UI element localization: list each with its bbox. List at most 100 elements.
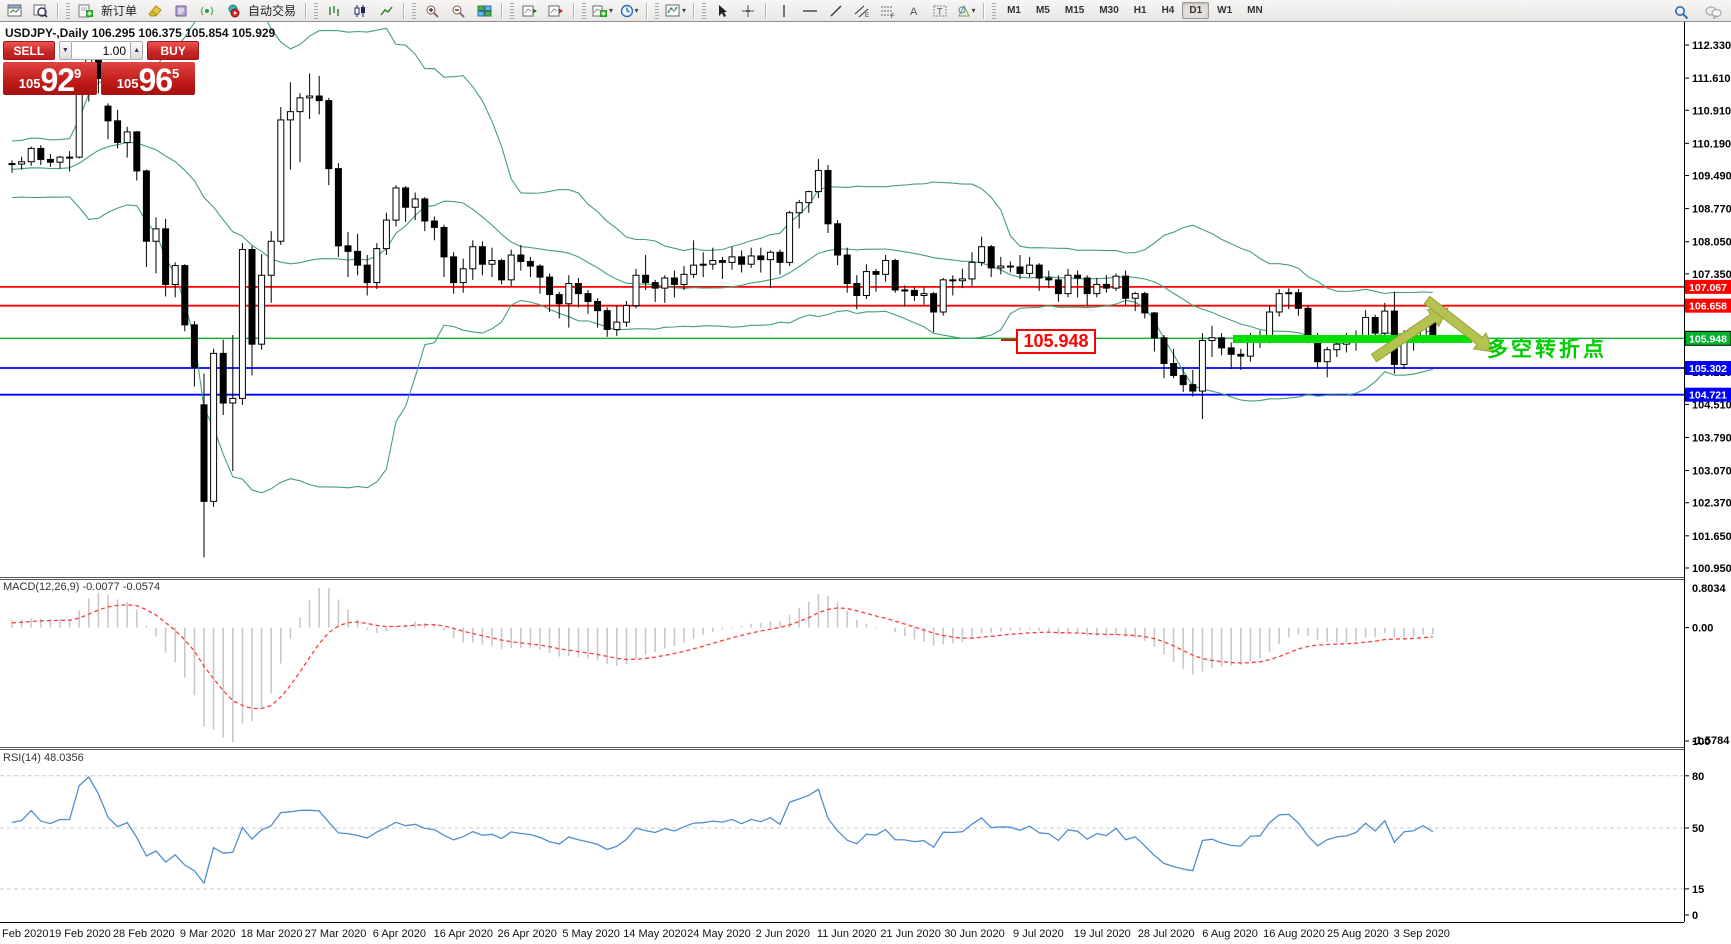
price-tag-106.658	[1685, 298, 1731, 313]
autotrade-label[interactable]: 自动交易	[248, 4, 297, 18]
candle-body	[56, 156, 64, 163]
candle-body	[200, 404, 208, 502]
price-tick-label: 103.790	[1692, 432, 1731, 444]
candle-body	[1189, 384, 1197, 392]
text-icon[interactable]: A	[902, 1, 926, 21]
volume-down-stepper[interactable]: ▼	[58, 41, 72, 60]
price-tick-label: 108.050	[1692, 237, 1731, 249]
down-arrow-annotation	[1423, 295, 1495, 353]
candle-body	[526, 260, 534, 267]
candle-body	[1141, 293, 1149, 314]
rsi-axis-label: 15	[1692, 884, 1704, 896]
autotrade-icon[interactable]	[221, 1, 245, 21]
vertical-line-icon[interactable]	[772, 1, 796, 21]
date-label: 30 Jun 2020	[944, 928, 1005, 940]
new-order-icon[interactable]	[74, 1, 98, 21]
line-chart-icon[interactable]	[374, 1, 398, 21]
date-label: 26 Apr 2020	[498, 928, 557, 940]
price-annotation-box[interactable]: 105.948	[1016, 329, 1096, 354]
trendline-icon[interactable]	[824, 1, 848, 21]
candle-body	[277, 119, 285, 242]
add-indicator-icon[interactable]: ▾	[590, 1, 615, 21]
volume-up-stepper[interactable]: ▲	[130, 41, 144, 60]
candle-body	[738, 256, 746, 265]
candle-body	[1218, 337, 1226, 349]
template-icon[interactable]: ▾	[663, 1, 688, 21]
crosshair-icon[interactable]	[736, 1, 760, 21]
timeframe-H4[interactable]: H4	[1161, 5, 1175, 16]
candle-body	[248, 249, 256, 345]
candle-body	[536, 265, 544, 278]
candle-body	[1074, 274, 1082, 279]
volume-input[interactable]: 1.00	[71, 41, 130, 60]
text-label-icon[interactable]: T	[928, 1, 952, 21]
chat-icon[interactable]	[1701, 2, 1725, 22]
tile-windows-icon[interactable]	[472, 1, 496, 21]
timeframe-M5[interactable]: M5	[1035, 5, 1050, 16]
date-label: 6 Apr 2020	[373, 928, 426, 940]
price-tick-label: 108.770	[1692, 204, 1731, 216]
candle-body	[882, 260, 890, 275]
sell-button[interactable]: SELL	[3, 41, 55, 60]
chart-shift-icon[interactable]	[544, 1, 568, 21]
signal-icon[interactable]	[195, 1, 219, 21]
timeframe-M30[interactable]: M30	[1099, 5, 1119, 16]
candle-body	[1285, 292, 1293, 295]
candle-body	[210, 352, 218, 502]
search-icon[interactable]	[1669, 2, 1693, 22]
eraser-icon[interactable]	[143, 1, 167, 21]
date-label: 19 Jul 2020	[1074, 928, 1131, 940]
buy-quote[interactable]: 105 96 5	[101, 62, 195, 96]
candle-body	[229, 397, 237, 404]
buy-button[interactable]: BUY	[147, 41, 199, 60]
new-order-label[interactable]: 新订单	[101, 4, 138, 18]
horizontal-line-icon[interactable]	[798, 1, 822, 21]
channel-icon[interactable]: E	[850, 1, 874, 21]
candle-body	[450, 256, 458, 284]
new-chart-icon[interactable]	[2, 1, 26, 21]
zoom-out-icon[interactable]	[446, 1, 470, 21]
candle-body	[1362, 317, 1370, 337]
candle-body	[430, 220, 438, 228]
timeframe-H1[interactable]: H1	[1133, 5, 1147, 16]
history-center-icon[interactable]	[169, 1, 193, 21]
timeframe-group: M1 M5 M15 M30 H1 H4 D1 W1 MN	[1000, 2, 1270, 19]
zoom-in-icon[interactable]	[420, 1, 444, 21]
timeframe-W1[interactable]: W1	[1217, 5, 1233, 16]
candle-body	[517, 254, 525, 262]
candle-body	[306, 95, 314, 99]
timeframe-MN[interactable]: MN	[1247, 5, 1263, 16]
candle-body	[709, 260, 717, 265]
sell-price-point: 9	[74, 66, 82, 81]
candle-body	[1275, 293, 1283, 313]
candle-body	[699, 263, 707, 266]
fibonacci-icon[interactable]: F	[876, 1, 900, 21]
price-tag-105.948	[1684, 330, 1731, 346]
timeframe-D1[interactable]: D1	[1182, 2, 1210, 19]
timeframe-M1[interactable]: M1	[1007, 5, 1021, 16]
price-tag-label: 105.302	[1689, 363, 1727, 375]
cursor-icon[interactable]	[710, 1, 734, 21]
candle-body	[1131, 293, 1139, 299]
candle-body	[795, 202, 803, 214]
candle-body	[987, 246, 995, 269]
svg-text:E: E	[865, 13, 869, 18]
chart-profile-icon[interactable]	[28, 1, 52, 21]
date-label: 16 Aug 2020	[1263, 928, 1325, 940]
shapes-icon[interactable]: ▾	[954, 1, 978, 21]
auto-scroll-icon[interactable]	[518, 1, 542, 21]
turning-point-annotation[interactable]: 多空转折点	[1487, 338, 1607, 361]
bollinger-middle	[11, 142, 1433, 344]
bars-chart-icon[interactable]	[322, 1, 346, 21]
price-tag-label: 107.067	[1689, 282, 1727, 294]
candle-body	[1083, 277, 1091, 295]
timeframe-M15[interactable]: M15	[1064, 5, 1085, 16]
date-label: 19 Feb 2020	[49, 928, 111, 940]
sell-quote[interactable]: 105 92 9	[3, 62, 97, 96]
candle-body	[843, 254, 851, 285]
candles-chart-icon[interactable]	[348, 1, 372, 21]
candle-body	[824, 169, 832, 225]
candle-body	[402, 187, 410, 208]
period-icon[interactable]: ▾	[617, 1, 641, 21]
